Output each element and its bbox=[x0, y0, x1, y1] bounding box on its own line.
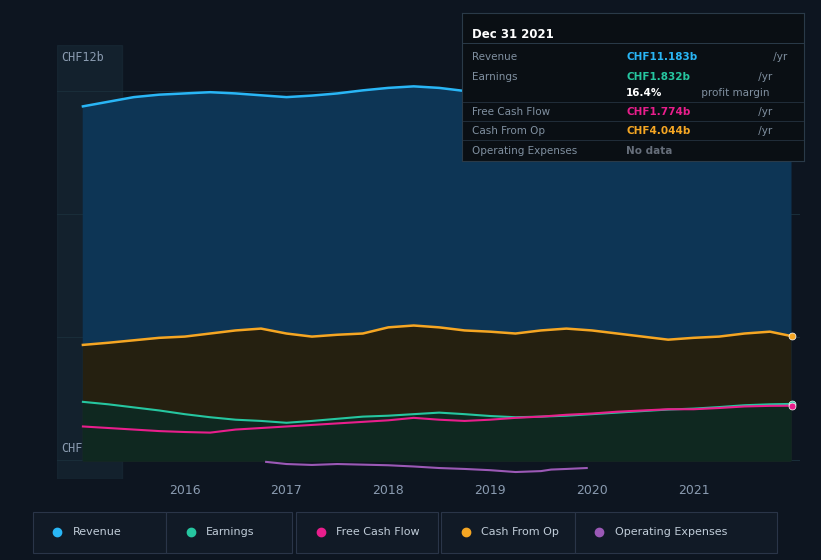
Text: Revenue: Revenue bbox=[72, 527, 122, 537]
Text: CHF1.832b: CHF1.832b bbox=[626, 72, 690, 82]
Text: Revenue: Revenue bbox=[472, 53, 517, 62]
Text: Operating Expenses: Operating Expenses bbox=[472, 146, 577, 156]
Text: CHF1.774b: CHF1.774b bbox=[626, 107, 690, 117]
Text: CHF12b: CHF12b bbox=[62, 52, 104, 64]
FancyBboxPatch shape bbox=[296, 512, 438, 553]
Text: CHF0: CHF0 bbox=[62, 442, 89, 455]
Text: Dec 31 2021: Dec 31 2021 bbox=[472, 28, 554, 41]
FancyBboxPatch shape bbox=[167, 512, 292, 553]
FancyBboxPatch shape bbox=[442, 512, 575, 553]
Text: /yr: /yr bbox=[755, 107, 773, 117]
Text: CHF11.183b: CHF11.183b bbox=[626, 53, 697, 62]
Text: /yr: /yr bbox=[770, 53, 787, 62]
Text: /yr: /yr bbox=[755, 127, 773, 137]
Bar bbox=[57, 45, 122, 479]
Text: /yr: /yr bbox=[755, 72, 773, 82]
Text: profit margin: profit margin bbox=[698, 88, 769, 98]
Text: Earnings: Earnings bbox=[472, 72, 518, 82]
Text: Cash From Op: Cash From Op bbox=[481, 527, 559, 537]
Text: 16.4%: 16.4% bbox=[626, 88, 663, 98]
Text: CHF4.044b: CHF4.044b bbox=[626, 127, 690, 137]
Text: Operating Expenses: Operating Expenses bbox=[615, 527, 727, 537]
FancyBboxPatch shape bbox=[33, 512, 167, 553]
Text: No data: No data bbox=[626, 146, 672, 156]
Text: Cash From Op: Cash From Op bbox=[472, 127, 545, 137]
Text: Free Cash Flow: Free Cash Flow bbox=[472, 107, 550, 117]
Text: Free Cash Flow: Free Cash Flow bbox=[336, 527, 420, 537]
FancyBboxPatch shape bbox=[575, 512, 777, 553]
Text: Earnings: Earnings bbox=[206, 527, 255, 537]
